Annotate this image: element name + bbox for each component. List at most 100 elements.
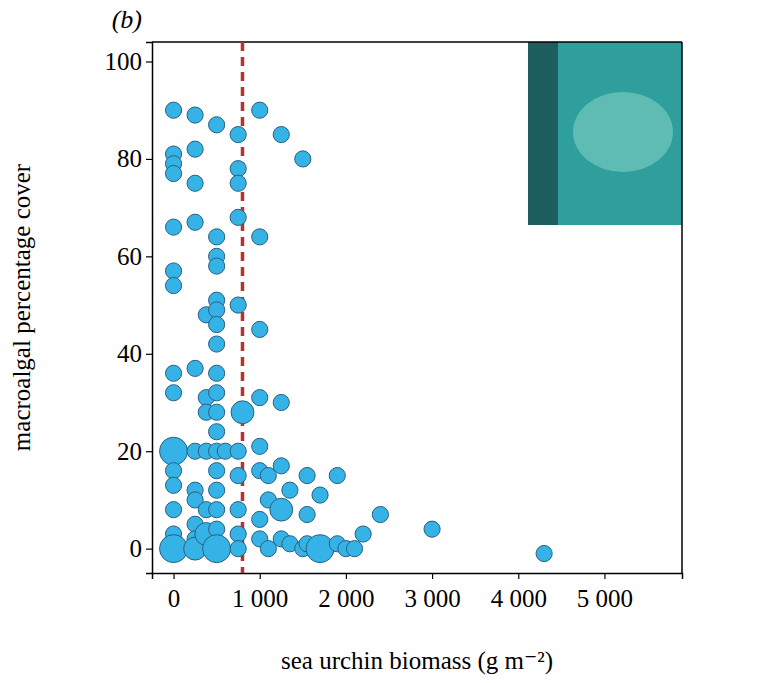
bubble: [165, 277, 181, 293]
x-tick: 1 000: [232, 573, 288, 612]
inset-photo: [528, 42, 682, 225]
bubble: [203, 535, 231, 563]
bubble: [165, 365, 181, 381]
frame-top: [152, 41, 682, 43]
bubble: [209, 463, 225, 479]
x-axis: 0 1 000 2 000 3 000 4 000 5 000: [153, 573, 683, 612]
bubble: [230, 502, 246, 518]
bubble: [209, 385, 225, 401]
bubble: [252, 511, 268, 527]
plot: 0 1 000 2 000 3 000 4 000 5 000 0 20 40 60 80 100: [105, 42, 683, 612]
x-tick-mark: [260, 573, 261, 579]
y-tick-label: 100: [105, 48, 143, 75]
x-tick-mark: [432, 573, 433, 579]
y-axis-line: [146, 43, 153, 574]
bubble: [231, 401, 254, 424]
bubble: [187, 107, 203, 123]
y-tick: 100: [105, 48, 153, 75]
y-axis-title: macroalgal percentage cover: [8, 163, 35, 451]
y-tick-label: 20: [117, 438, 142, 465]
bubble: [209, 404, 225, 420]
bubble: [355, 526, 371, 542]
bubble: [252, 229, 268, 245]
y-tick: 0: [130, 535, 153, 562]
bubble: [270, 498, 293, 521]
bubble: [306, 535, 334, 563]
bubble: [209, 336, 225, 352]
x-tick-mark: [604, 573, 605, 579]
bubble: [230, 467, 246, 483]
y-tick-label: 40: [117, 340, 142, 367]
bubble: [165, 385, 181, 401]
inset-photo-light: [573, 92, 673, 172]
inset-photo-bg: [528, 42, 682, 225]
bubble: [536, 545, 552, 561]
bubble: [165, 165, 181, 181]
x-tick: 2 000: [318, 573, 374, 612]
y-tick-mark: [146, 354, 152, 355]
bubble: [299, 506, 315, 522]
bubble: [252, 321, 268, 337]
bubble: [209, 316, 225, 332]
y-tick: 20: [117, 438, 152, 465]
x-tick: 3 000: [404, 573, 460, 612]
y-tick: 40: [117, 340, 152, 367]
bubble: [187, 360, 203, 376]
bubble: [346, 541, 362, 557]
bubble: [209, 258, 225, 274]
bubble: [282, 482, 298, 498]
bubble: [209, 424, 225, 440]
x-tick-mark: [173, 573, 174, 579]
bubble: [230, 161, 246, 177]
bubble: [165, 502, 181, 518]
bubble: [165, 102, 181, 118]
x-tick-label: 1 000: [232, 585, 288, 612]
x-tick-mark: [518, 573, 519, 579]
bubble: [230, 526, 246, 542]
bubble: [273, 126, 289, 142]
x-tick-mark: [346, 573, 347, 579]
panel-label: (b): [112, 5, 142, 34]
bubble: [209, 365, 225, 381]
x-tick: 0: [168, 573, 181, 612]
x-tick-label: 4 000: [491, 585, 547, 612]
bubble: [160, 437, 188, 465]
bubble: [252, 102, 268, 118]
y-tick-mark: [146, 256, 152, 257]
bubble: [209, 229, 225, 245]
bubble: [165, 219, 181, 235]
bubble: [372, 506, 388, 522]
bubble: [165, 263, 181, 279]
bubble: [230, 126, 246, 142]
y-tick: 60: [117, 243, 152, 270]
y-tick-mark: [146, 451, 152, 452]
bubble: [209, 502, 225, 518]
bubble: [165, 463, 181, 479]
x-axis-line: [153, 574, 683, 580]
bubble: [230, 443, 246, 459]
bubble: [165, 477, 181, 493]
bubble: [187, 175, 203, 191]
bubble: [424, 521, 440, 537]
inset-photo-shade: [528, 42, 558, 225]
x-tick-label: 0: [168, 585, 181, 612]
x-tick-label: 5 000: [577, 585, 633, 612]
y-tick-label: 80: [117, 145, 142, 172]
bubble: [273, 458, 289, 474]
bubble: [329, 467, 345, 483]
x-tick: 4 000: [491, 573, 547, 612]
y-tick-label: 0: [130, 535, 143, 562]
bubble: [187, 214, 203, 230]
frame-right: [681, 42, 683, 573]
bubble: [312, 487, 328, 503]
x-tick-label: 3 000: [404, 585, 460, 612]
bubble: [299, 467, 315, 483]
y-tick-mark: [146, 159, 152, 160]
marks: [160, 42, 553, 573]
bubble: [209, 482, 225, 498]
bubble: [295, 151, 311, 167]
bubble: [230, 541, 246, 557]
x-tick: 5 000: [577, 573, 633, 612]
x-tick-label: 2 000: [318, 585, 374, 612]
bubble: [230, 209, 246, 225]
